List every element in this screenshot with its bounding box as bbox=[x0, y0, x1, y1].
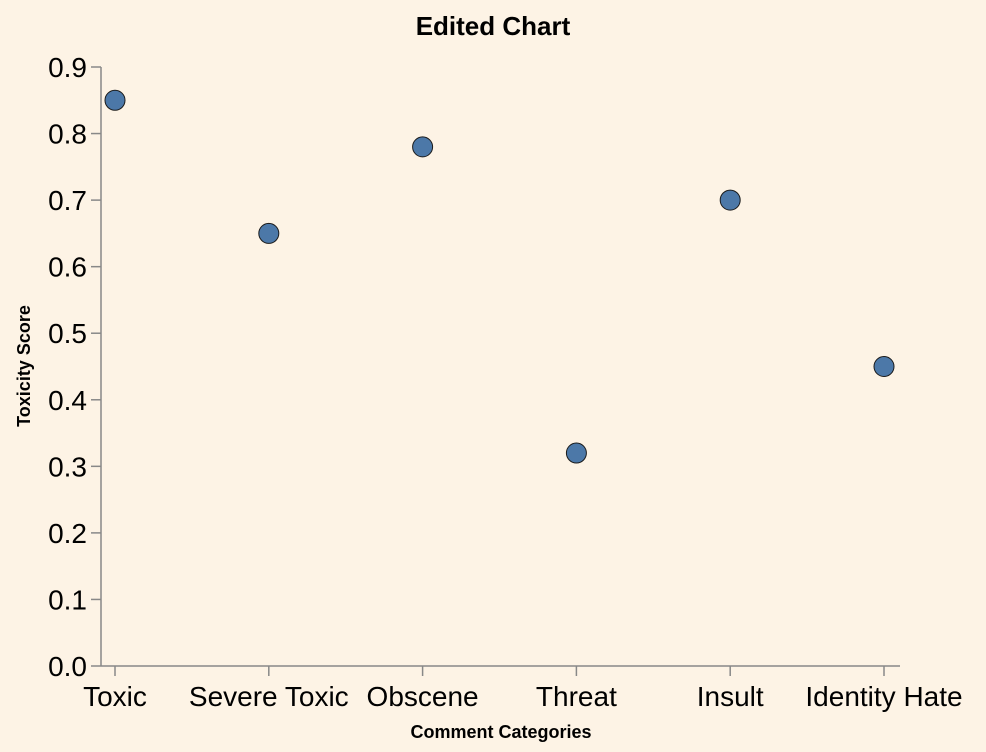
x-axis-title: Comment Categories bbox=[410, 722, 591, 742]
x-tick-label: Insult bbox=[697, 681, 764, 712]
y-tick-label: 0.7 bbox=[48, 185, 87, 216]
x-tick-label: Threat bbox=[536, 681, 617, 712]
chart-title: Edited Chart bbox=[416, 11, 571, 41]
y-tick-label: 0.8 bbox=[48, 119, 87, 150]
x-tick-label: Obscene bbox=[367, 681, 479, 712]
y-tick-label: 0.5 bbox=[48, 318, 87, 349]
data-point bbox=[873, 356, 895, 377]
data-point bbox=[412, 136, 434, 158]
y-axis-title: Toxicity Score bbox=[14, 305, 34, 427]
data-point bbox=[258, 222, 280, 244]
y-tick-label: 0.1 bbox=[48, 584, 87, 615]
y-tick-label: 0.9 bbox=[48, 52, 87, 83]
y-tick-label: 0.4 bbox=[48, 385, 87, 416]
y-axis: 0.0 0.1 0.2 0.3 0.4 0.5 0.6 0.7 0.8 0.9 bbox=[48, 52, 102, 682]
data-point bbox=[565, 442, 587, 464]
y-tick-label: 0.6 bbox=[48, 252, 87, 283]
data-point bbox=[104, 89, 126, 111]
x-axis: Toxic Severe Toxic Obscene Threat Insult Iden… bbox=[83, 665, 963, 712]
x-tick-label: Identity Hate bbox=[805, 681, 962, 712]
y-tick-label: 0.0 bbox=[48, 651, 87, 682]
x-tick-label: Toxic bbox=[83, 681, 147, 712]
y-tick-label: 0.2 bbox=[48, 518, 87, 549]
data-point bbox=[719, 189, 741, 211]
data-points bbox=[104, 89, 895, 464]
x-tick-label: Severe Toxic bbox=[189, 681, 349, 712]
y-tick-label: 0.3 bbox=[48, 451, 87, 482]
